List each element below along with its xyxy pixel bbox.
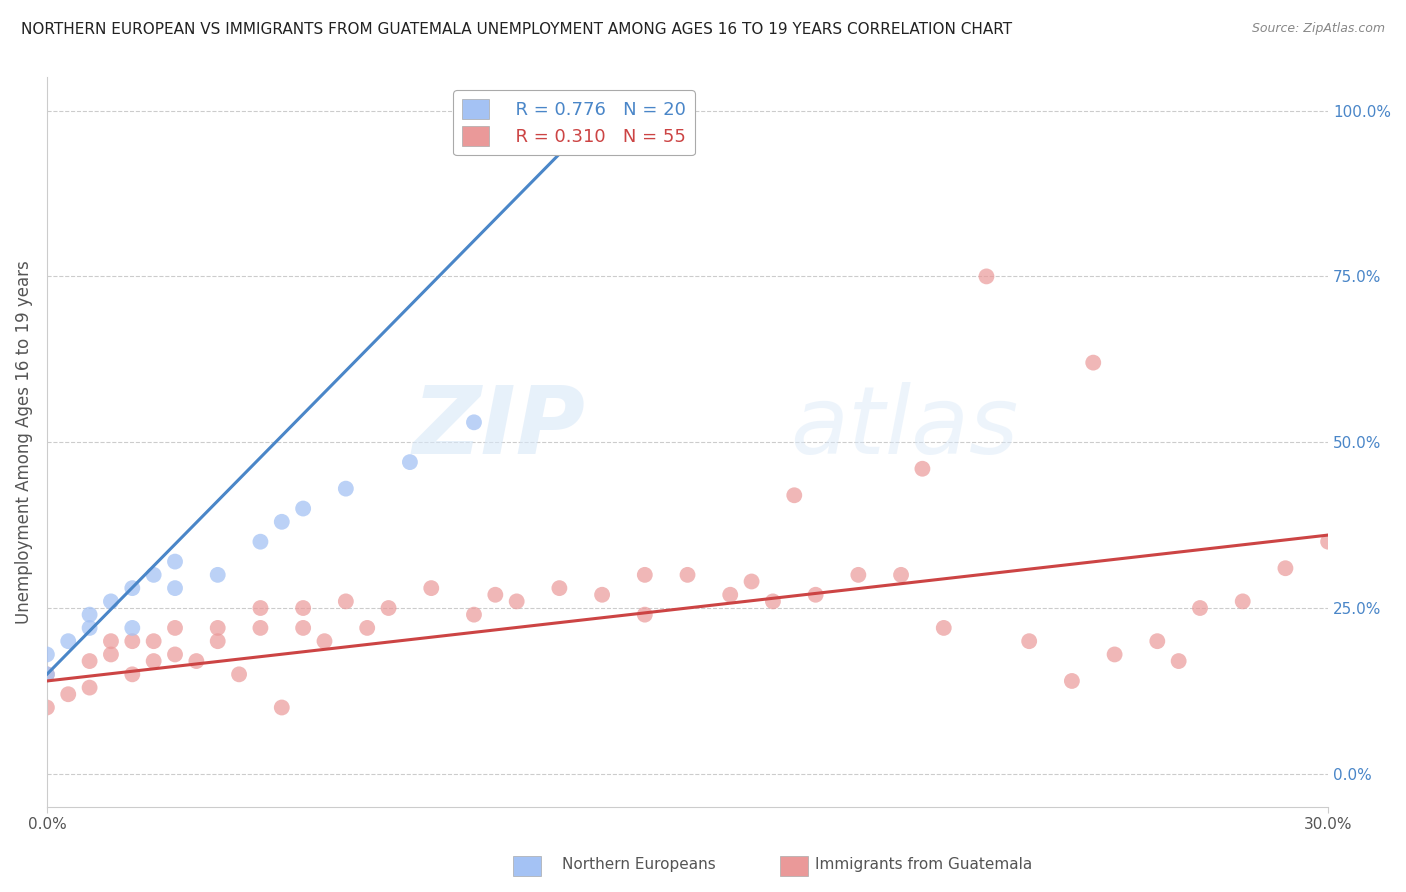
Point xyxy=(1104,648,1126,662)
Point xyxy=(718,588,741,602)
Point xyxy=(79,681,101,695)
Text: ZIP: ZIP xyxy=(412,382,585,474)
Point xyxy=(292,501,315,516)
Point xyxy=(100,648,122,662)
Point xyxy=(420,581,443,595)
Point xyxy=(79,654,101,668)
Point xyxy=(1232,594,1254,608)
Point xyxy=(249,601,271,615)
Text: Northern Europeans: Northern Europeans xyxy=(562,857,716,872)
Point xyxy=(292,601,315,615)
Point xyxy=(207,567,229,582)
Point xyxy=(121,634,143,648)
Point xyxy=(121,621,143,635)
Point xyxy=(399,455,422,469)
Legend:   R = 0.776   N = 20,   R = 0.310   N = 55: R = 0.776 N = 20, R = 0.310 N = 55 xyxy=(453,90,695,155)
Text: atlas: atlas xyxy=(790,382,1018,473)
Point xyxy=(484,588,506,602)
Point xyxy=(100,594,122,608)
Point xyxy=(79,621,101,635)
Point xyxy=(35,667,58,681)
Y-axis label: Unemployment Among Ages 16 to 19 years: Unemployment Among Ages 16 to 19 years xyxy=(15,260,32,624)
Point xyxy=(741,574,763,589)
Point xyxy=(163,648,186,662)
Point xyxy=(163,621,186,635)
Point xyxy=(463,415,485,429)
Point xyxy=(1146,634,1168,648)
Point xyxy=(1274,561,1296,575)
Point xyxy=(1060,673,1083,688)
Point xyxy=(548,581,571,595)
Point xyxy=(207,621,229,635)
Point xyxy=(591,588,613,602)
Point xyxy=(335,594,357,608)
Point xyxy=(207,634,229,648)
Point xyxy=(1083,356,1105,370)
Point xyxy=(270,700,292,714)
Point xyxy=(228,667,250,681)
Point xyxy=(100,634,122,648)
Point xyxy=(591,136,613,151)
Point xyxy=(58,634,80,648)
Point xyxy=(35,700,58,714)
Point xyxy=(314,634,336,648)
Point xyxy=(163,581,186,595)
Point xyxy=(121,581,143,595)
Point xyxy=(377,601,399,615)
Point xyxy=(911,461,934,475)
Point xyxy=(249,534,271,549)
Point xyxy=(932,621,955,635)
Point xyxy=(163,555,186,569)
Point xyxy=(35,667,58,681)
Point xyxy=(783,488,806,502)
Point xyxy=(249,621,271,635)
Point xyxy=(846,567,869,582)
Point xyxy=(121,667,143,681)
Point xyxy=(976,269,998,284)
Point xyxy=(890,567,912,582)
Point xyxy=(1188,601,1211,615)
Point xyxy=(142,654,165,668)
Text: Immigrants from Guatemala: Immigrants from Guatemala xyxy=(815,857,1033,872)
Point xyxy=(142,634,165,648)
Point xyxy=(634,607,657,622)
Text: Source: ZipAtlas.com: Source: ZipAtlas.com xyxy=(1251,22,1385,36)
Point xyxy=(1317,534,1340,549)
Point xyxy=(292,621,315,635)
Point xyxy=(634,567,657,582)
Point xyxy=(142,567,165,582)
Point xyxy=(1018,634,1040,648)
Point xyxy=(1167,654,1189,668)
Point xyxy=(270,515,292,529)
Point xyxy=(79,607,101,622)
Point xyxy=(676,567,699,582)
Point xyxy=(356,621,378,635)
Point xyxy=(505,594,527,608)
Point xyxy=(335,482,357,496)
Point xyxy=(58,687,80,701)
Point xyxy=(762,594,785,608)
Point xyxy=(35,648,58,662)
Point xyxy=(463,607,485,622)
Text: NORTHERN EUROPEAN VS IMMIGRANTS FROM GUATEMALA UNEMPLOYMENT AMONG AGES 16 TO 19 : NORTHERN EUROPEAN VS IMMIGRANTS FROM GUA… xyxy=(21,22,1012,37)
Point xyxy=(804,588,827,602)
Point xyxy=(186,654,208,668)
Point xyxy=(591,117,613,131)
